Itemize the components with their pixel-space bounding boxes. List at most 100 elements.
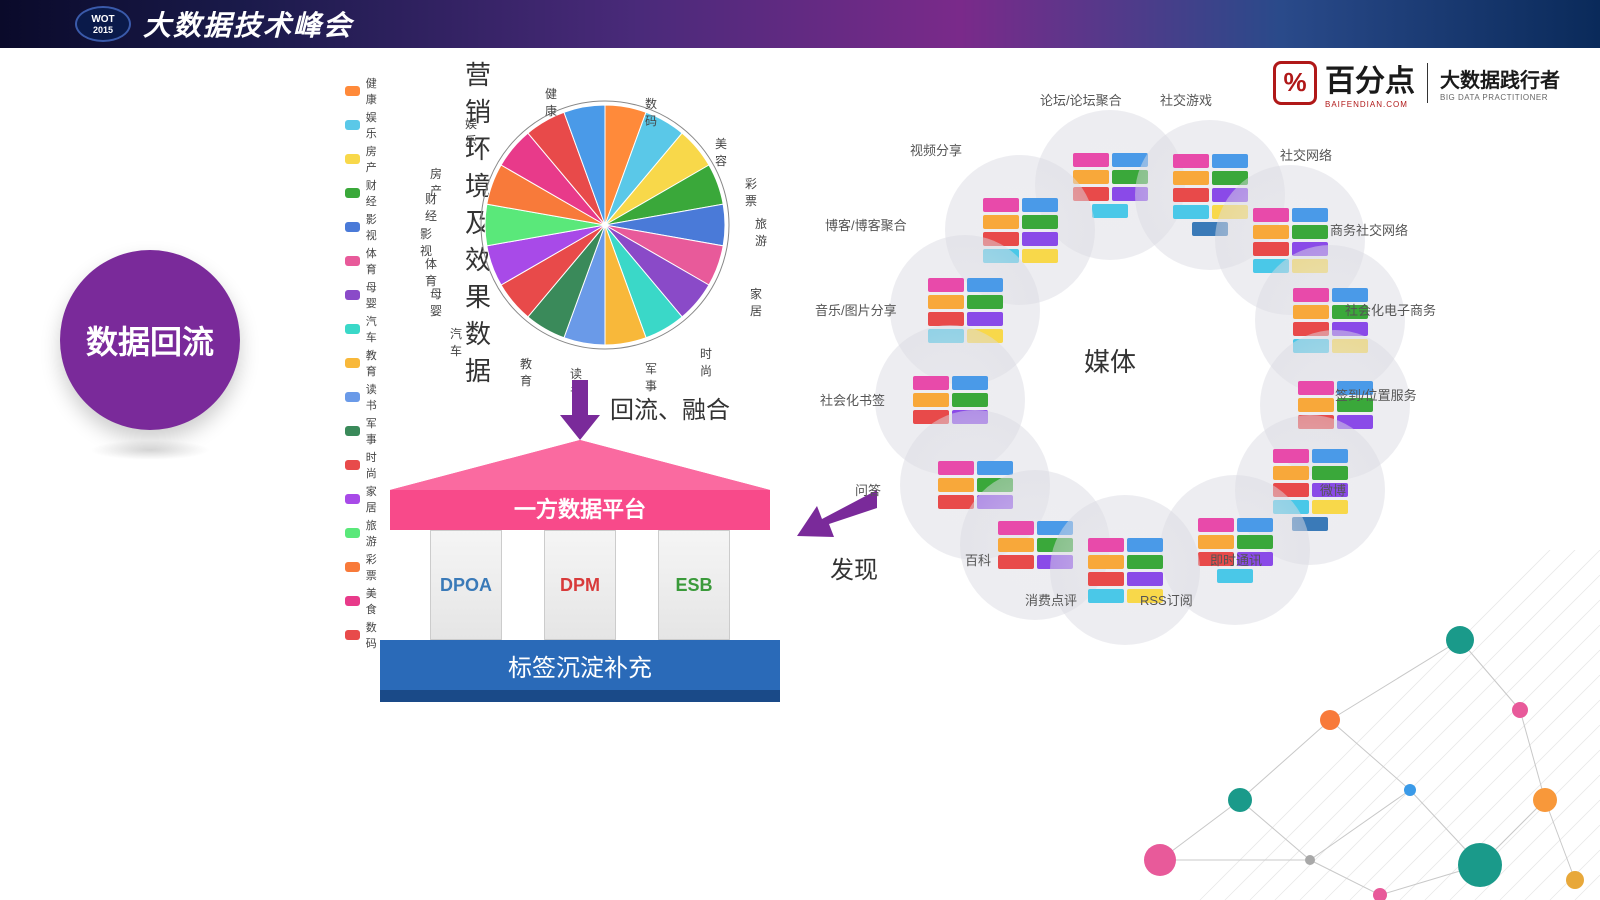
platform-base-bottom xyxy=(380,690,780,702)
media-brand-logo xyxy=(1298,398,1334,412)
network-edge xyxy=(1240,720,1330,800)
media-brand-logo xyxy=(1022,198,1058,212)
media-brand-logo xyxy=(1293,305,1329,319)
platform-pillar: DPM xyxy=(544,530,616,640)
pie-slice-label: 财经 xyxy=(425,190,437,224)
media-brand-logo xyxy=(1237,518,1273,532)
media-brand-logo xyxy=(1198,535,1234,549)
media-brand-logo xyxy=(1217,569,1253,583)
media-brand-logo xyxy=(1273,466,1309,480)
legend-swatch xyxy=(345,460,360,470)
legend-swatch xyxy=(345,86,360,96)
media-brand-logo xyxy=(1127,538,1163,552)
legend-swatch xyxy=(345,528,360,538)
data-reflow-badge: 数据回流 xyxy=(60,250,240,430)
pie-chart xyxy=(475,95,735,355)
legend-item: 娱乐 xyxy=(345,109,382,141)
legend-item: 健康 xyxy=(345,75,382,107)
network-node xyxy=(1305,855,1315,865)
legend-item: 美食 xyxy=(345,585,382,617)
network-node xyxy=(1458,843,1502,887)
media-brand-logo xyxy=(1022,232,1058,246)
legend-text: 房产 xyxy=(366,143,382,175)
media-category-label: 社交游戏 xyxy=(1160,90,1212,109)
legend-item: 房产 xyxy=(345,143,382,175)
network-node xyxy=(1404,784,1416,796)
platform-pillar: DPOA xyxy=(430,530,502,640)
network-node xyxy=(1446,626,1474,654)
network-node xyxy=(1144,844,1176,876)
legend-text: 汽车 xyxy=(366,313,382,345)
media-brand-logo xyxy=(1312,466,1348,480)
media-brand-logo xyxy=(1073,153,1109,167)
media-brand-logo xyxy=(928,278,964,292)
legend-item: 教育 xyxy=(345,347,382,379)
legend-swatch xyxy=(345,290,360,300)
media-category-label: 社交网络 xyxy=(1280,145,1332,164)
pie-slice-label: 美容 xyxy=(715,135,727,169)
network-edge xyxy=(1545,800,1575,880)
media-brand-logo xyxy=(1237,535,1273,549)
legend-text: 教育 xyxy=(366,347,382,379)
network-edge xyxy=(1330,640,1460,720)
legend-text: 军事 xyxy=(366,415,382,447)
media-brand-logo xyxy=(1253,225,1289,239)
legend-item: 影视 xyxy=(345,211,382,243)
pie-slice-label: 军事 xyxy=(645,360,657,394)
media-category-label: RSS订阅 xyxy=(1140,590,1193,609)
pie-slice-label: 数码 xyxy=(645,95,657,129)
media-brand-logo xyxy=(983,198,1019,212)
legend-swatch xyxy=(345,154,360,164)
pie-slice-label: 体育 xyxy=(425,255,437,289)
media-brand-logo xyxy=(983,215,1019,229)
network-node xyxy=(1512,702,1528,718)
badge-top: WOT xyxy=(91,14,114,25)
media-category-label: 问答 xyxy=(855,480,881,499)
legend-item: 家居 xyxy=(345,483,382,515)
media-category-label: 百科 xyxy=(965,550,991,569)
badge-bottom: 2015 xyxy=(93,25,113,35)
media-brand-logo xyxy=(1088,572,1124,586)
legend-text: 读书 xyxy=(366,381,382,413)
pie-slice-label: 母婴 xyxy=(430,285,442,319)
media-brand-logo xyxy=(1088,538,1124,552)
legend-item: 母婴 xyxy=(345,279,382,311)
media-brand-logo xyxy=(1173,188,1209,202)
media-brand-logo xyxy=(1173,205,1209,219)
network-edge xyxy=(1410,790,1480,865)
legend-text: 家居 xyxy=(366,483,382,515)
media-brand-logo xyxy=(913,376,949,390)
legend-swatch xyxy=(345,222,360,232)
media-brand-logo xyxy=(952,393,988,407)
legend-swatch xyxy=(345,494,360,504)
arrow-down-icon xyxy=(560,380,600,440)
logo-divider xyxy=(1427,63,1428,103)
pie-slice-label: 彩票 xyxy=(745,175,757,209)
base-label: 标签沉淀补充 xyxy=(508,648,652,683)
network-edge xyxy=(1330,720,1410,790)
media-brand-logo xyxy=(977,461,1013,475)
legend-swatch xyxy=(345,426,360,436)
media-brand-logo xyxy=(1127,572,1163,586)
network-edge xyxy=(1380,865,1480,895)
media-brand-logo xyxy=(938,478,974,492)
media-brand-logo xyxy=(913,393,949,407)
data-reflow-label: 数据回流 xyxy=(86,317,214,363)
legend-item: 军事 xyxy=(345,415,382,447)
media-brand-logo xyxy=(1253,242,1289,256)
media-category-label: 商务社交网络 xyxy=(1330,220,1408,239)
network-edge xyxy=(1520,710,1545,800)
media-petal xyxy=(1050,495,1200,645)
legend-text: 母婴 xyxy=(366,279,382,311)
media-brand-logo xyxy=(1312,500,1348,514)
pie-slice-label: 家居 xyxy=(750,285,762,319)
media-brand-logo xyxy=(1198,518,1234,532)
media-brand-logo xyxy=(1022,249,1058,263)
media-brand-logo xyxy=(1088,555,1124,569)
legend-swatch xyxy=(345,324,360,334)
network-edge xyxy=(1480,800,1545,865)
media-brand-logo xyxy=(1092,204,1128,218)
media-category-label: 音乐/图片分享 xyxy=(815,300,897,319)
legend-swatch xyxy=(345,120,360,130)
legend-item: 汽车 xyxy=(345,313,382,345)
